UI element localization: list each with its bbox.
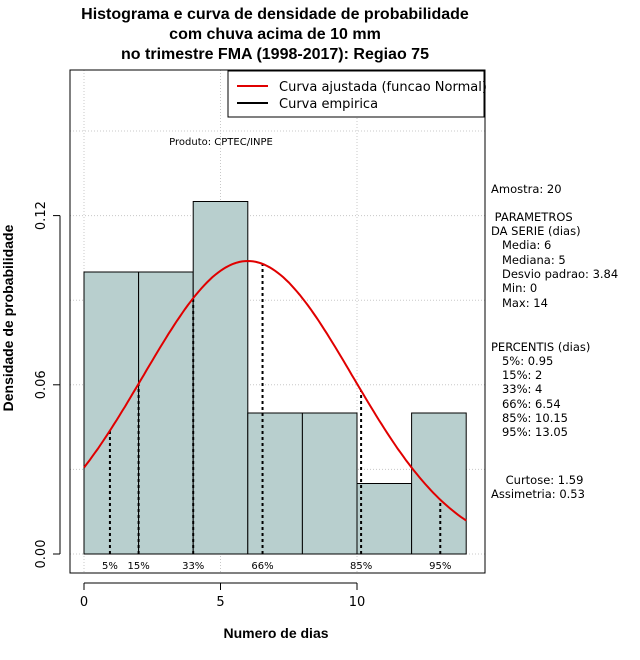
stat-min: Min: 0	[491, 281, 538, 295]
normal-density-curve	[83, 259, 467, 522]
stat-p95: 95%: 13.05	[491, 425, 568, 439]
y-tick-label-0: 0.00	[34, 540, 49, 569]
plot-frame	[69, 69, 486, 574]
x-axis-title: Numero de dias	[223, 625, 328, 641]
legend-box	[227, 70, 485, 118]
histogram-bar-6	[411, 412, 467, 555]
percentile-label-4: 85%	[350, 561, 372, 572]
stat-p66: 66%: 6.54	[491, 397, 561, 411]
chart-title-line-3: no trimestre FMA (1998-2017): Regiao 75	[121, 46, 429, 63]
percentile-label-3: 66%	[251, 561, 273, 572]
histogram-bar-5	[356, 483, 413, 555]
histogram-bar-3	[247, 412, 303, 555]
legend-label-1: Curva empirica	[279, 97, 378, 112]
stat-param-title-2: DA SERIE (dias)	[491, 224, 581, 238]
histogram-bar-2	[192, 201, 249, 555]
x-tick-label-2: 10	[349, 595, 366, 610]
chart-title-line-1: Histograma e curva de densidade de proba…	[81, 6, 469, 23]
stat-max: Max: 14	[491, 296, 548, 310]
stat-p33: 33%: 4	[491, 382, 543, 396]
percentile-label-1: 15%	[127, 561, 149, 572]
stat-p85: 85%: 10.15	[491, 411, 568, 425]
stat-p5: 5%: 0.95	[491, 354, 554, 368]
stat-percentis-title: PERCENTIS (dias)	[491, 340, 591, 354]
stat-mediana: Mediana: 5	[491, 253, 566, 267]
x-tick-label-1: 5	[216, 595, 224, 610]
percentile-label-5: 95%	[429, 561, 451, 572]
chart-title-line-2: com chuva acima de 10 mm	[169, 26, 381, 43]
stat-param-title-1: PARAMETROS	[491, 210, 573, 224]
percentile-label-2: 33%	[182, 561, 204, 572]
stat-p15: 15%: 2	[491, 368, 543, 382]
stat-desvio: Desvio padrao: 3.84	[491, 267, 619, 281]
stat-amostra: Amostra: 20	[491, 182, 562, 196]
stat-media: Media: 6	[491, 238, 552, 252]
product-annotation: Produto: CPTEC/INPE	[169, 137, 273, 148]
stat-curtose: Curtose: 1.59	[491, 473, 584, 487]
y-tick-label-2: 0.12	[34, 201, 49, 230]
stat-assimetria: Assimetria: 0.53	[491, 487, 585, 501]
histogram-bar-4	[301, 412, 358, 555]
y-axis-title: Densidade de probabilidade	[0, 224, 16, 411]
y-tick-label-1: 0.06	[34, 370, 49, 399]
histogram-bar-1	[138, 271, 194, 555]
legend-label-0: Curva ajustada (funcao Normal)	[279, 80, 487, 95]
x-tick-label-0: 0	[80, 595, 88, 610]
histogram-bar-0	[83, 271, 140, 555]
percentile-label-0: 5%	[102, 561, 118, 572]
